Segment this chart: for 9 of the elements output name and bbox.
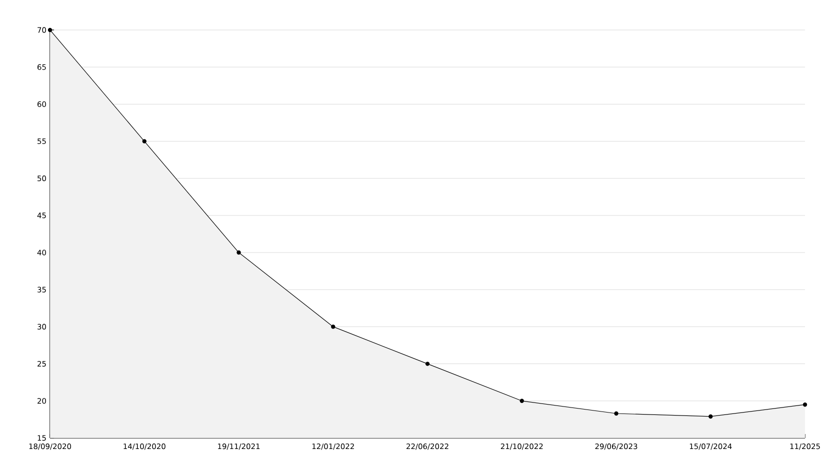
- point: [48, 28, 52, 32]
- point: [614, 411, 618, 416]
- point: [802, 402, 808, 407]
- point: [520, 398, 524, 403]
- point: [236, 250, 241, 255]
- point: [708, 414, 713, 419]
- point: [425, 362, 430, 366]
- point: [142, 139, 146, 144]
- point: [331, 324, 336, 329]
